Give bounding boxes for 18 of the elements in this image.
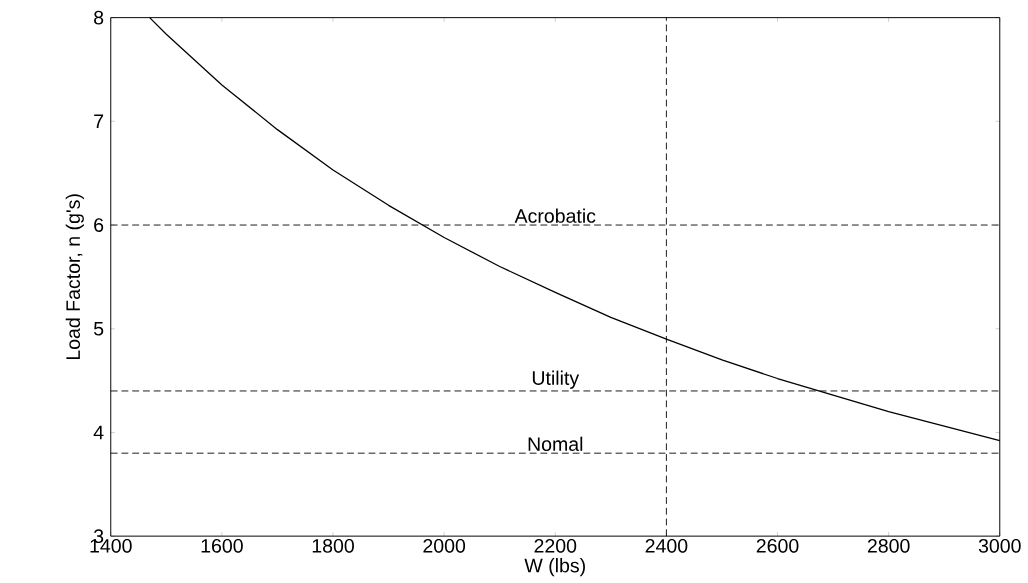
- y-tick-label: 7: [94, 114, 104, 129]
- x-tick-label: 2400: [645, 539, 688, 553]
- ref-line-label: Acrobatic: [514, 208, 596, 223]
- x-tick-label: 3000: [978, 539, 1021, 553]
- y-tick-label: 8: [94, 10, 104, 25]
- y-tick-label: 4: [93, 425, 104, 440]
- y-tick-label: 6: [94, 218, 104, 233]
- x-tick-label: 2600: [756, 539, 799, 553]
- x-tick-label: 1800: [312, 539, 354, 553]
- x-axis-title: W (lbs): [524, 558, 585, 577]
- ref-line-label: Utility: [532, 370, 580, 389]
- x-tick-label: 2800: [867, 539, 910, 553]
- y-axis-title: Load Factor, n (g's): [65, 194, 84, 360]
- ref-line-label: Nomal: [528, 436, 583, 452]
- x-tick-label: 1600: [201, 539, 243, 553]
- x-tick-label: 2200: [534, 539, 577, 553]
- y-tick-label: 5: [93, 322, 104, 336]
- x-tick-label: 2000: [423, 539, 466, 553]
